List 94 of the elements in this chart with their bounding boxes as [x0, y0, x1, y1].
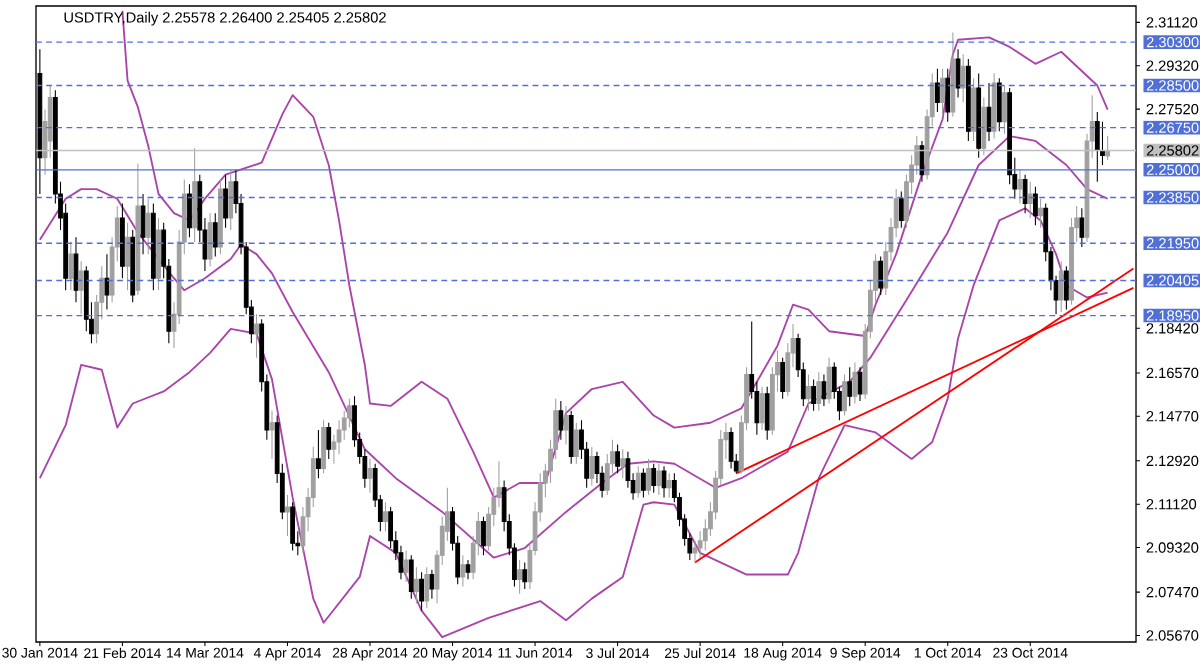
candlestick	[857, 366, 863, 402]
candlestick	[408, 554, 414, 600]
candlestick	[573, 422, 579, 465]
candlestick	[996, 77, 1002, 132]
candlestick	[212, 212, 218, 258]
candlestick	[269, 410, 275, 460]
candlestick	[955, 48, 961, 99]
candlestick	[981, 97, 987, 156]
line-series	[38, 135, 1109, 559]
candlestick	[207, 212, 213, 267]
candlestick	[414, 566, 419, 604]
candlestick	[563, 405, 569, 445]
candlestick	[460, 554, 466, 588]
candlestick	[1038, 198, 1043, 229]
candlestick	[847, 366, 853, 407]
candlestick	[965, 58, 971, 142]
candlestick	[1022, 174, 1028, 214]
candlestick	[568, 410, 574, 465]
candlestick	[481, 516, 486, 556]
candlestick	[104, 253, 110, 311]
candlestick	[1027, 181, 1033, 219]
candlestick	[935, 68, 940, 113]
candlestick	[254, 313, 259, 359]
candlestick	[651, 463, 657, 494]
candlestick	[424, 566, 430, 609]
candlestick	[589, 446, 595, 486]
candlestick	[852, 362, 858, 405]
candlestick	[759, 386, 765, 431]
candlestick	[620, 448, 626, 479]
candlestick	[367, 458, 373, 494]
candlestick	[156, 217, 161, 291]
candlestick	[615, 443, 620, 474]
candlestick	[187, 183, 192, 238]
candlestick	[976, 72, 982, 159]
candlestick	[78, 260, 84, 315]
candlestick	[656, 463, 662, 496]
candlestick	[321, 419, 326, 474]
candlestick	[316, 429, 321, 479]
candlestick	[986, 82, 992, 142]
candlestick	[821, 374, 827, 407]
candlestick	[945, 68, 951, 123]
candlestick	[728, 427, 734, 470]
candlestick	[135, 163, 141, 296]
candlestick	[878, 256, 884, 296]
candlestick	[558, 400, 564, 441]
candlestick	[960, 53, 966, 103]
candlestick	[646, 458, 651, 496]
candlestick	[1079, 207, 1085, 248]
candlestick	[1063, 265, 1069, 311]
candlestick	[192, 147, 198, 243]
candlestick	[326, 422, 332, 460]
candlestick	[806, 374, 811, 412]
candlestick	[223, 174, 228, 229]
candlestick	[1094, 111, 1100, 183]
candlestick	[640, 468, 646, 498]
candlestick	[383, 501, 388, 532]
candlestick	[150, 203, 156, 291]
candlestick	[826, 357, 832, 405]
candlestick	[816, 371, 822, 412]
candlestick	[661, 465, 667, 498]
candlestick	[218, 178, 223, 255]
candlestick	[811, 378, 817, 412]
candlestick	[1017, 169, 1023, 205]
line-series	[38, 207, 1109, 639]
candlestick	[1058, 260, 1064, 313]
candlestick	[145, 198, 151, 255]
candlestick	[635, 465, 641, 498]
candlestick	[666, 472, 672, 498]
candlestick	[290, 501, 296, 551]
candlestick	[898, 190, 904, 229]
candlestick	[419, 571, 424, 612]
candlestick	[68, 241, 74, 291]
candlestick	[403, 549, 409, 583]
candlestick	[1033, 186, 1038, 226]
candlestick	[991, 72, 997, 140]
candlestick	[120, 203, 125, 279]
candlestick	[522, 561, 528, 590]
candlestick	[125, 222, 130, 291]
candlestick	[919, 140, 925, 183]
candlestick	[950, 31, 956, 118]
candlestick	[130, 229, 136, 303]
candlestick	[465, 559, 471, 580]
candlestick	[429, 569, 435, 600]
candlestick	[140, 193, 146, 255]
candlestick	[971, 77, 976, 142]
candlestick	[517, 559, 522, 595]
candlestick	[842, 374, 847, 417]
candlestick	[780, 357, 786, 400]
candlestick	[764, 386, 770, 441]
candlestick	[285, 494, 290, 537]
candlestick	[228, 169, 234, 231]
candlestick	[73, 236, 79, 303]
candlestick	[1002, 84, 1007, 135]
candlestick	[940, 68, 945, 118]
